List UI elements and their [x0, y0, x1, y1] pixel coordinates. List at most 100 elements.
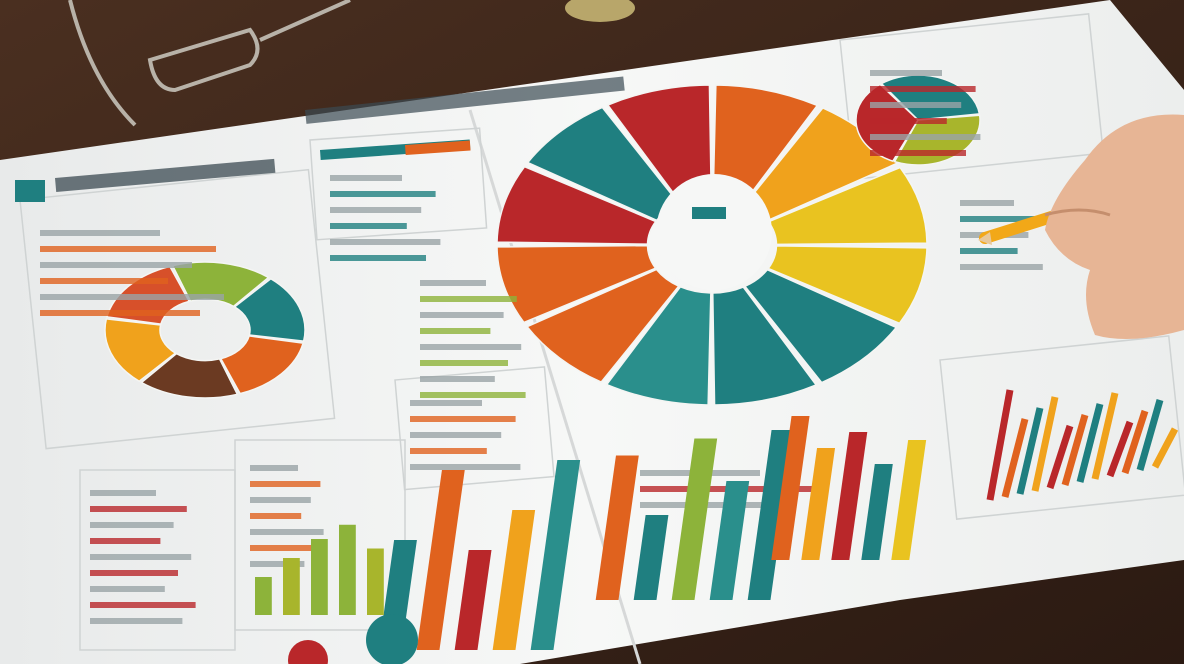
- bar: [1136, 399, 1164, 471]
- text-line: [250, 481, 321, 487]
- wheel-segment: [767, 166, 928, 246]
- text-line: [410, 448, 487, 454]
- bar: [255, 577, 272, 615]
- wheel-segment: [496, 165, 657, 245]
- bar: [311, 539, 328, 615]
- wheel-segment: [767, 245, 928, 325]
- bar: [454, 550, 492, 650]
- text-line: [410, 400, 482, 406]
- text-line: [870, 70, 942, 76]
- eyeglasses: [68, 0, 351, 127]
- text-line: [420, 328, 491, 334]
- text-line: [420, 280, 486, 286]
- bar: [1091, 392, 1119, 480]
- donut-segment: [140, 352, 239, 399]
- bar-charts: [255, 389, 1179, 650]
- bar: [1031, 396, 1059, 492]
- bar: [1121, 409, 1149, 475]
- text-line: [330, 175, 402, 181]
- bar: [595, 455, 639, 600]
- text-line: [250, 545, 314, 551]
- bar: [801, 448, 836, 560]
- donut-segment: [219, 335, 305, 395]
- text-line: [90, 522, 174, 528]
- bar: [339, 524, 356, 615]
- text-line: [420, 312, 504, 318]
- text-line: [250, 529, 324, 535]
- text-line: [420, 376, 495, 382]
- text-line: [40, 262, 192, 268]
- panel-outlines: [19, 13, 1184, 651]
- text-line: [330, 239, 441, 245]
- bar: [747, 430, 795, 600]
- text-lines: [40, 70, 1043, 624]
- text-line: [250, 513, 302, 519]
- donut-chart: [104, 261, 306, 399]
- text-line: [960, 200, 1014, 206]
- wheel-segment: [743, 268, 898, 384]
- object-top: [565, 0, 635, 22]
- bar: [1061, 414, 1089, 486]
- heading-bars: [15, 76, 625, 202]
- text-line: [250, 465, 298, 471]
- wheel-center-badge: [692, 207, 726, 219]
- donut-segment: [233, 277, 306, 342]
- text-line: [40, 310, 200, 316]
- bar: [671, 438, 718, 600]
- bar: [1106, 420, 1134, 478]
- bottom-pie: [366, 614, 418, 664]
- bar: [986, 389, 1014, 501]
- bar: [831, 432, 868, 560]
- text-line: [410, 432, 502, 438]
- bar: [530, 460, 581, 650]
- wheel-center-label: [656, 174, 772, 290]
- bar: [416, 470, 465, 650]
- text-line: [870, 118, 947, 124]
- text-line: [40, 230, 160, 236]
- text-line: [250, 561, 305, 567]
- bar: [1151, 427, 1179, 469]
- text-line: [410, 416, 516, 422]
- wheel-segment: [712, 286, 818, 406]
- bar: [1001, 418, 1029, 498]
- bottom-pie-red: [288, 640, 328, 664]
- hand-holding-pencil: [978, 114, 1184, 339]
- text-line: [960, 216, 1040, 222]
- text-line: [420, 344, 522, 350]
- text-line: [90, 586, 165, 592]
- bar: [771, 416, 810, 560]
- bar: [1046, 424, 1074, 490]
- text-line: [40, 278, 168, 284]
- text-line: [90, 554, 192, 560]
- text-line: [90, 538, 161, 544]
- bar: [633, 515, 669, 600]
- text-line: [870, 86, 976, 92]
- text-line: [40, 246, 216, 252]
- text-line: [90, 506, 187, 512]
- text-line: [40, 294, 224, 300]
- text-line: [330, 223, 407, 229]
- text-line: [90, 570, 178, 576]
- text-line: [420, 296, 517, 302]
- bar: [367, 548, 384, 615]
- text-line: [330, 191, 436, 197]
- text-line: [420, 360, 508, 366]
- text-line: [870, 134, 981, 140]
- wheel-segment: [605, 285, 712, 406]
- donut-segment: [104, 318, 177, 383]
- bar: [861, 464, 893, 560]
- text-line: [870, 150, 966, 156]
- text-line: [870, 102, 962, 108]
- text-line: [330, 207, 422, 213]
- bar: [1076, 403, 1104, 483]
- text-line: [330, 255, 426, 261]
- bar: [492, 510, 536, 650]
- text-line: [410, 464, 521, 470]
- text-line: [420, 392, 526, 398]
- bar: [891, 440, 927, 560]
- bar: [1016, 407, 1044, 495]
- wheel-segment: [525, 268, 680, 384]
- bar: [709, 481, 750, 600]
- text-line: [90, 602, 196, 608]
